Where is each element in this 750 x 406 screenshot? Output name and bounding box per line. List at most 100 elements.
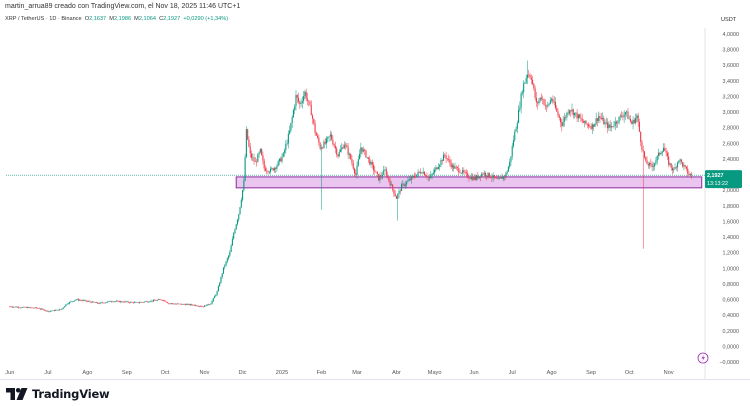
candle-body bbox=[362, 149, 364, 152]
candle-body bbox=[682, 162, 684, 167]
candle-body bbox=[444, 154, 446, 156]
candle-body bbox=[66, 303, 68, 305]
candle-body bbox=[375, 171, 377, 173]
candle-body bbox=[432, 172, 434, 174]
candle-body bbox=[636, 115, 638, 119]
candle-body bbox=[278, 158, 281, 162]
candle-body bbox=[303, 96, 305, 102]
candle-body bbox=[680, 159, 682, 163]
candle-body bbox=[90, 301, 92, 303]
price-chart[interactable]: 4,0000 3,8000 3,6000 3,4000 3,2000 3,0000 2,80… bbox=[0, 0, 750, 379]
candle-body bbox=[159, 299, 161, 301]
candle-body bbox=[659, 152, 661, 155]
candle-body bbox=[562, 121, 564, 127]
candle-body bbox=[202, 306, 204, 308]
candle-body bbox=[216, 291, 218, 295]
close-label: C bbox=[159, 16, 164, 22]
low-label: M bbox=[134, 16, 139, 22]
candle-body bbox=[294, 105, 296, 111]
candle-body bbox=[158, 299, 160, 301]
candle-body bbox=[138, 302, 141, 304]
candle-body bbox=[208, 304, 211, 306]
author-caption: martin_arrua89 creado con TradingView.co… bbox=[5, 3, 241, 10]
candle-body bbox=[211, 301, 213, 304]
y-tick-label: 2,6000 bbox=[723, 141, 740, 147]
candle-body bbox=[519, 107, 521, 110]
candle-body bbox=[518, 109, 520, 123]
candle-body bbox=[318, 137, 320, 144]
candle-body bbox=[20, 307, 22, 309]
candle-body bbox=[549, 100, 551, 104]
candle-body bbox=[596, 118, 598, 121]
y-tick-label: 2,4000 bbox=[723, 157, 740, 163]
candle-body bbox=[310, 105, 312, 116]
candle-body bbox=[55, 310, 57, 311]
y-tick-label: −0,0000 bbox=[719, 360, 739, 366]
candle-body bbox=[250, 153, 253, 158]
candle-body bbox=[337, 154, 339, 157]
x-tick-label: Jun bbox=[5, 370, 14, 376]
candle-body bbox=[594, 123, 596, 127]
x-tick-label: Feb bbox=[317, 370, 327, 376]
candle-body bbox=[262, 155, 264, 161]
candle-body bbox=[212, 298, 214, 302]
candle-body bbox=[393, 189, 395, 194]
candle-body bbox=[44, 310, 46, 312]
candle-body bbox=[585, 120, 587, 124]
current-price-label: 2,1927 bbox=[707, 173, 724, 179]
candle-body bbox=[49, 310, 52, 312]
candle-body bbox=[646, 160, 648, 165]
candle-body bbox=[526, 74, 529, 78]
candle-body bbox=[174, 303, 176, 305]
candle-body bbox=[565, 117, 567, 118]
candle-body bbox=[593, 124, 595, 127]
candle-body bbox=[98, 303, 100, 304]
candle-body bbox=[645, 157, 647, 161]
candle-body bbox=[427, 177, 429, 178]
candle-body bbox=[568, 110, 571, 114]
candle-body bbox=[103, 302, 105, 304]
candle-body bbox=[301, 101, 303, 103]
candle-body bbox=[75, 299, 77, 301]
candle-body bbox=[520, 93, 522, 108]
candle-body bbox=[558, 115, 560, 118]
candle-body bbox=[319, 143, 321, 149]
candle-body bbox=[35, 307, 38, 309]
x-tick-label: Abr bbox=[392, 370, 401, 376]
candle-body bbox=[188, 304, 190, 305]
candle-body bbox=[244, 156, 246, 181]
candle-body bbox=[28, 307, 30, 309]
candle-body bbox=[652, 166, 654, 167]
candle-body bbox=[328, 136, 330, 138]
candle-body bbox=[454, 166, 456, 169]
candle-body bbox=[449, 159, 451, 163]
symbol-legend: XRP / TetherUS · 1D · Binance O2,1637 M2… bbox=[5, 16, 228, 22]
candle-body bbox=[543, 99, 545, 105]
candle-body bbox=[222, 267, 225, 274]
candle-body bbox=[259, 148, 261, 153]
candle-body bbox=[415, 176, 417, 178]
candle-body bbox=[292, 110, 294, 118]
candle-body bbox=[572, 109, 574, 116]
candle-body bbox=[338, 151, 340, 157]
candle-body bbox=[178, 303, 180, 305]
candle-body bbox=[369, 158, 371, 165]
candle-body bbox=[465, 172, 467, 174]
candle-body bbox=[478, 176, 480, 179]
candle-body bbox=[422, 171, 424, 174]
candle-body bbox=[467, 173, 469, 178]
low-value: 2,1064 bbox=[138, 16, 156, 22]
x-tick-label: Jun bbox=[470, 370, 479, 376]
candle-body bbox=[240, 199, 242, 208]
candle-body bbox=[94, 302, 96, 303]
candle-body bbox=[111, 301, 113, 303]
candle-body bbox=[225, 261, 227, 266]
candle-body bbox=[210, 303, 212, 305]
candle-body bbox=[402, 183, 404, 185]
tradingview-logo[interactable]: TradingView bbox=[6, 387, 110, 401]
candle-body bbox=[249, 146, 251, 154]
candle-body bbox=[640, 131, 642, 142]
candle-body bbox=[306, 98, 308, 101]
candle-body bbox=[97, 302, 99, 304]
candle-body bbox=[56, 309, 58, 311]
